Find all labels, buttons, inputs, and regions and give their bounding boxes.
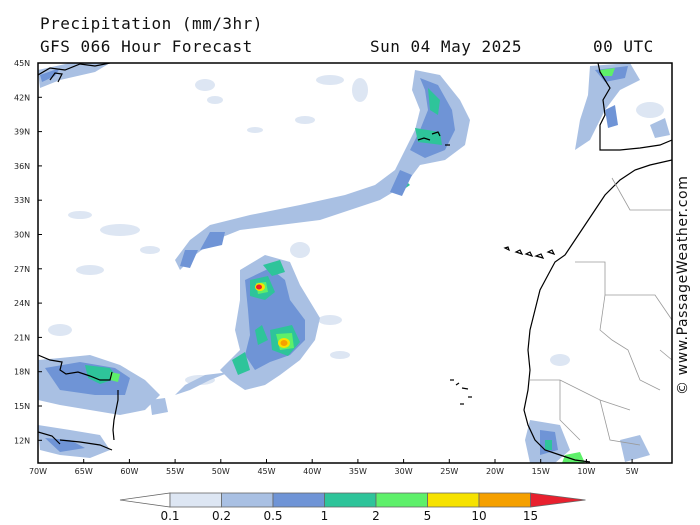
lat-label: 39N bbox=[14, 128, 30, 137]
lat-label: 30N bbox=[14, 231, 30, 240]
legend-swatch bbox=[375, 492, 428, 508]
lon-label: 45W bbox=[257, 467, 275, 476]
lat-label: 42N bbox=[14, 93, 30, 102]
lon-label: 60W bbox=[120, 467, 138, 476]
lat-label: 15N bbox=[14, 402, 30, 411]
precip-layer bbox=[38, 63, 670, 463]
lat-label: 24N bbox=[14, 299, 30, 308]
lat-label: 27N bbox=[14, 265, 30, 274]
lon-label: 20W bbox=[486, 467, 504, 476]
legend-swatch bbox=[169, 492, 222, 508]
lon-label: 25W bbox=[440, 467, 458, 476]
lat-label: 18N bbox=[14, 368, 30, 377]
country-borders bbox=[530, 177, 672, 446]
forecast-subtitle: GFS 066 Hour Forecast bbox=[40, 37, 253, 56]
lon-label: 65W bbox=[75, 467, 93, 476]
lat-label: 21N bbox=[14, 333, 30, 342]
lon-label: 70W bbox=[29, 467, 47, 476]
legend-min-arrow bbox=[119, 492, 171, 508]
legend-max-arrow bbox=[530, 492, 586, 508]
latitude-axis: 45N 42N 39N 36N 33N 30N 27N 24N 21N 18N 15N 12N bbox=[14, 59, 42, 445]
legend-label: 0.5 bbox=[263, 509, 282, 523]
map-title: Precipitation (mm/3hr) bbox=[40, 14, 263, 33]
legend-swatch bbox=[272, 492, 325, 508]
lon-label: 35W bbox=[349, 467, 367, 476]
lon-label: 30W bbox=[395, 467, 413, 476]
longitude-axis: 70W 65W 60W 55W 50W 45W 40W 35W 30W 25W 20W 15W 10W 5… bbox=[29, 459, 639, 476]
credit-watermark: © www.PassageWeather.com bbox=[675, 175, 691, 395]
lat-label: 12N bbox=[14, 436, 30, 445]
lon-label: 5W bbox=[626, 467, 639, 476]
legend-swatch bbox=[221, 492, 274, 508]
lat-label: 45N bbox=[14, 59, 30, 68]
legend-label: 0.1 bbox=[160, 509, 179, 523]
precip-legend: 0.1 0.2 0.5 1 2 5 10 15 bbox=[119, 492, 586, 523]
legend-label: 1 bbox=[321, 509, 329, 523]
forecast-time: 00 UTC bbox=[593, 37, 654, 56]
lon-label: 10W bbox=[577, 467, 595, 476]
map-frame bbox=[37, 62, 673, 464]
lon-label: 55W bbox=[166, 467, 184, 476]
legend-label: 2 bbox=[372, 509, 380, 523]
lon-label: 50W bbox=[212, 467, 230, 476]
lon-label: 15W bbox=[532, 467, 550, 476]
lat-label: 33N bbox=[14, 196, 30, 205]
lon-label: 40W bbox=[303, 467, 321, 476]
legend-swatch bbox=[427, 492, 480, 508]
coastlines bbox=[38, 63, 672, 463]
forecast-date: Sun 04 May 2025 bbox=[370, 37, 522, 56]
legend-label: 10 bbox=[471, 509, 486, 523]
legend-label: 0.2 bbox=[212, 509, 231, 523]
legend-label: 5 bbox=[424, 509, 432, 523]
legend-swatch bbox=[324, 492, 377, 508]
legend-label: 15 bbox=[523, 509, 538, 523]
legend-swatch bbox=[478, 492, 531, 508]
lat-label: 36N bbox=[14, 162, 30, 171]
